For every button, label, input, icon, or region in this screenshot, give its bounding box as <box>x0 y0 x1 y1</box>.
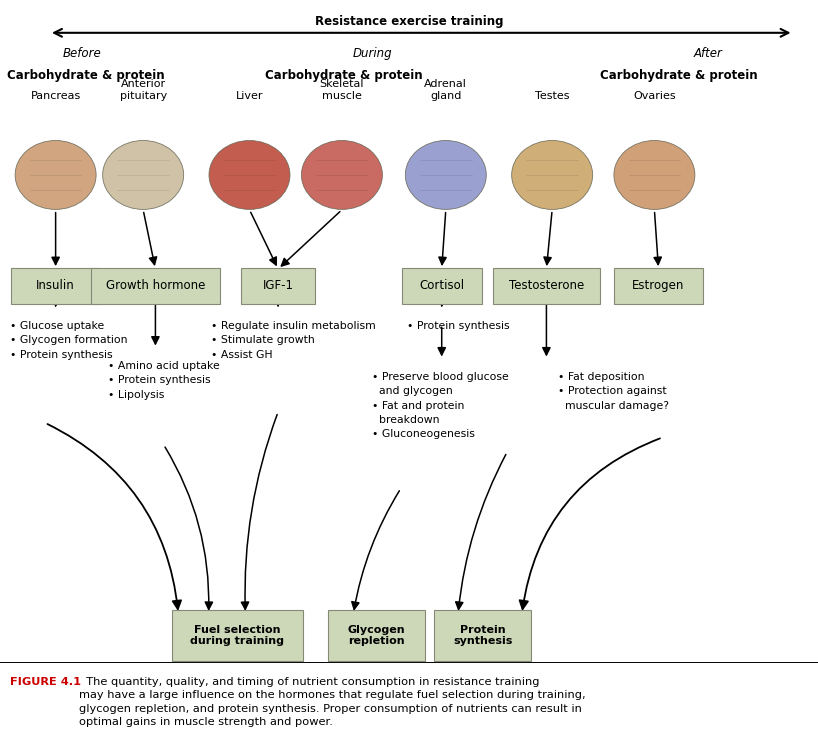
FancyBboxPatch shape <box>614 268 703 304</box>
Text: Testes: Testes <box>535 90 569 101</box>
Text: Insulin: Insulin <box>36 279 75 292</box>
Text: Fuel selection
during training: Fuel selection during training <box>191 625 284 647</box>
FancyBboxPatch shape <box>402 268 482 304</box>
Text: • Fat deposition
• Protection against
  muscular damage?: • Fat deposition • Protection against mu… <box>558 372 669 410</box>
Text: Cortisol: Cortisol <box>419 279 465 292</box>
Text: The quantity, quality, and timing of nutrient consumption in resistance training: The quantity, quality, and timing of nut… <box>79 677 586 728</box>
Text: • Regulate insulin metabolism
• Stimulate growth
• Assist GH: • Regulate insulin metabolism • Stimulat… <box>211 321 375 359</box>
Text: Carbohydrate & protein: Carbohydrate & protein <box>600 69 757 82</box>
Text: Liver: Liver <box>236 90 263 101</box>
Text: Pancreas: Pancreas <box>30 90 81 101</box>
Text: • Amino acid uptake
• Protein synthesis
• Lipolysis: • Amino acid uptake • Protein synthesis … <box>108 361 220 399</box>
Text: Glycogen
repletion: Glycogen repletion <box>348 625 405 647</box>
FancyBboxPatch shape <box>172 610 303 661</box>
Text: Protein
synthesis: Protein synthesis <box>453 625 512 647</box>
Text: Ovaries: Ovaries <box>633 90 676 101</box>
Text: IGF-1: IGF-1 <box>263 279 294 292</box>
Text: Anterior
pituitary: Anterior pituitary <box>119 79 167 101</box>
Ellipse shape <box>406 141 486 209</box>
Text: Resistance exercise training: Resistance exercise training <box>315 15 503 28</box>
FancyBboxPatch shape <box>241 268 315 304</box>
Text: Estrogen: Estrogen <box>632 279 685 292</box>
Text: Carbohydrate & protein: Carbohydrate & protein <box>7 69 164 82</box>
Text: During: During <box>353 47 392 60</box>
Text: Skeletal
muscle: Skeletal muscle <box>320 79 364 101</box>
FancyBboxPatch shape <box>91 268 220 304</box>
Text: • Glucose uptake
• Glycogen formation
• Protein synthesis: • Glucose uptake • Glycogen formation • … <box>10 321 128 359</box>
Text: Growth hormone: Growth hormone <box>106 279 205 292</box>
Ellipse shape <box>301 141 382 209</box>
Text: Testosterone: Testosterone <box>509 279 584 292</box>
Ellipse shape <box>16 141 97 209</box>
Text: FIGURE 4.1: FIGURE 4.1 <box>10 677 81 687</box>
FancyBboxPatch shape <box>434 610 531 661</box>
Text: Before: Before <box>62 47 101 60</box>
Text: Adrenal
gland: Adrenal gland <box>425 79 467 101</box>
Ellipse shape <box>614 141 695 209</box>
Text: • Protein synthesis: • Protein synthesis <box>407 321 510 331</box>
Ellipse shape <box>102 141 183 209</box>
Text: After: After <box>693 47 722 60</box>
FancyBboxPatch shape <box>493 268 600 304</box>
Ellipse shape <box>209 141 290 209</box>
Ellipse shape <box>512 141 593 209</box>
FancyBboxPatch shape <box>11 268 100 304</box>
Text: • Preserve blood glucose
  and glycogen
• Fat and protein
  breakdown
• Gluconeo: • Preserve blood glucose and glycogen • … <box>372 372 509 440</box>
Text: Carbohydrate & protein: Carbohydrate & protein <box>265 69 422 82</box>
FancyBboxPatch shape <box>328 610 425 661</box>
